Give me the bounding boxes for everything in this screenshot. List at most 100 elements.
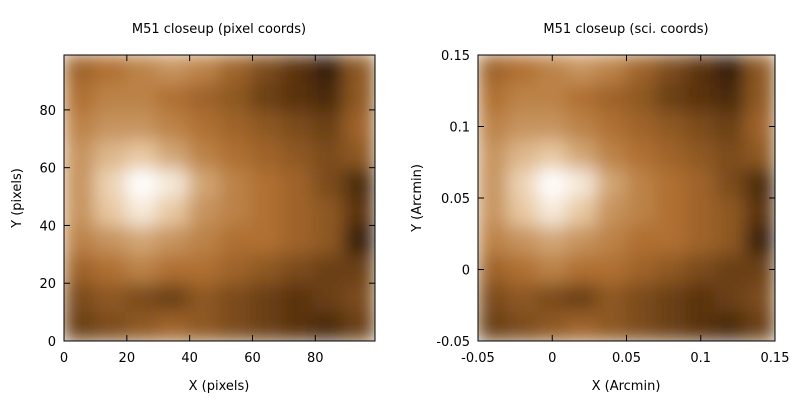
- heatmap-cell: [343, 111, 375, 142]
- heatmap-cell: [281, 55, 314, 85]
- heatmap-cell: [250, 311, 283, 341]
- heatmap-cell: [94, 254, 127, 285]
- heatmap-cell: [250, 168, 283, 199]
- heatmap-cell: [94, 55, 127, 85]
- heatmap-cell: [156, 311, 189, 341]
- heatmap-cell: [281, 226, 314, 256]
- x-tick-label: -0.05: [461, 351, 495, 366]
- heatmap-cell: [219, 311, 252, 341]
- heatmap-cell: [566, 83, 598, 113]
- heatmap-cell: [507, 140, 538, 170]
- heatmap-cell: [250, 111, 283, 142]
- x-tick-label: 60: [244, 351, 261, 366]
- heatmap-cell: [156, 254, 189, 285]
- y-tick-label: 0.15: [441, 49, 470, 64]
- x-axis-label: X (pixels): [189, 379, 250, 394]
- heatmap-cell: [156, 283, 189, 313]
- heatmap-cell: [125, 111, 158, 142]
- heatmap-cell: [343, 168, 375, 199]
- heatmap-cell: [156, 197, 189, 228]
- heatmap-cell: [744, 283, 775, 313]
- heatmap-cell: [507, 168, 538, 199]
- y-tick-label: -0.05: [436, 335, 470, 350]
- heatmap-cell: [715, 111, 746, 142]
- y-ticks: 0 20 40 60 80: [39, 104, 375, 350]
- heatmap-cell: [250, 197, 283, 228]
- heatmap-cell: [715, 197, 746, 228]
- heatmap-cell: [715, 140, 746, 170]
- heatmap-cell: [187, 55, 220, 85]
- heatmap-cell: [596, 226, 627, 256]
- heatmap-cell: [596, 83, 627, 113]
- heatmap-cell: [281, 197, 314, 228]
- heatmap-cell: [478, 83, 509, 113]
- heatmap-cell: [685, 140, 717, 170]
- heatmap-cell: [626, 140, 657, 170]
- heatmap-cell: [64, 226, 96, 256]
- heatmap-cell: [566, 254, 598, 285]
- heatmap-cell: [187, 254, 220, 285]
- heatmap-cell: [744, 140, 775, 170]
- heatmap-cell: [343, 226, 375, 256]
- plot-panel-sci: M51 closeup (sci. coords) -0.05 0 0.05 0.1 0…: [410, 22, 789, 394]
- heatmap-image: [478, 55, 775, 341]
- heatmap-cell: [744, 226, 775, 256]
- heatmap-cell: [655, 111, 687, 142]
- plot-panel-pixel: M51 closeup (pixel coords) 0 20 40 60 80 0 20…: [10, 22, 376, 394]
- heatmap-cell: [343, 140, 375, 170]
- heatmap-cell: [125, 140, 158, 170]
- heatmap-cell: [596, 197, 627, 228]
- heatmap-cell: [715, 168, 746, 199]
- heatmap-cell: [187, 83, 220, 113]
- y-ticks: -0.05 0 0.05 0.1 0.15: [436, 49, 775, 350]
- x-tick-label: 0.05: [612, 351, 641, 366]
- heatmap-cell: [655, 83, 687, 113]
- heatmap-cell: [343, 311, 375, 341]
- heatmap-cell: [685, 111, 717, 142]
- heatmap-cell: [596, 254, 627, 285]
- heatmap-cell: [312, 168, 345, 199]
- plot-frame: [63, 54, 376, 342]
- y-tick-label: 80: [39, 104, 56, 119]
- heatmap-cell: [156, 83, 189, 113]
- heatmap-cell: [125, 55, 158, 85]
- heatmap-cell: [187, 111, 220, 142]
- heatmap-cell: [655, 283, 687, 313]
- heatmap-cell: [94, 197, 127, 228]
- heatmap-cell: [312, 254, 345, 285]
- heatmap-cell: [64, 168, 96, 199]
- x-tick-label: 20: [119, 351, 136, 366]
- heatmap-cell: [536, 140, 568, 170]
- heatmap-cell: [312, 283, 345, 313]
- heatmap-cell: [64, 311, 96, 341]
- heatmap-cell: [685, 83, 717, 113]
- heatmap-cell: [343, 83, 375, 113]
- y-tick-label: 60: [39, 162, 56, 177]
- heatmap-cell: [566, 311, 598, 341]
- heatmap-cell: [566, 55, 598, 85]
- x-tick-label: 80: [307, 351, 324, 366]
- heatmap-cell: [478, 168, 509, 199]
- heatmap-cell: [715, 55, 746, 85]
- heatmap-cell: [596, 140, 627, 170]
- heatmap-cell: [626, 55, 657, 85]
- heatmap-cell: [685, 226, 717, 256]
- heatmap-image: [64, 55, 375, 341]
- heatmap-cell: [250, 140, 283, 170]
- heatmap-cell: [566, 140, 598, 170]
- heatmap-cell: [156, 168, 189, 199]
- x-tick-label: 40: [181, 351, 198, 366]
- heatmap-cell: [94, 140, 127, 170]
- x-tick-label: 0: [60, 351, 68, 366]
- heatmap-cell: [281, 168, 314, 199]
- heatmap-cell: [281, 283, 314, 313]
- heatmap-cell: [536, 83, 568, 113]
- heatmap-cell: [64, 254, 96, 285]
- heatmap-cell: [685, 168, 717, 199]
- heatmap-cell: [744, 55, 775, 85]
- heatmap-cell: [343, 55, 375, 85]
- heatmap-cell: [219, 140, 252, 170]
- chart-title: M51 closeup (sci. coords): [543, 22, 708, 37]
- heatmap-cell: [744, 168, 775, 199]
- heatmap-cell: [219, 226, 252, 256]
